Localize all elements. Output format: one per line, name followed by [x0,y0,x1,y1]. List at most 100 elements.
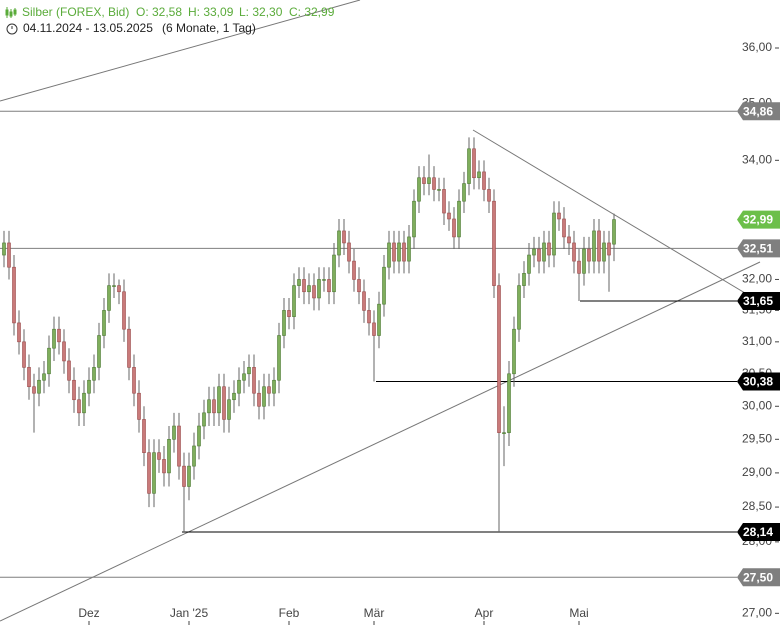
candle-body [237,379,241,394]
x-tick-label: Apr [475,606,494,620]
candle-body [502,432,506,434]
candle-body [27,367,31,388]
candle-body [267,386,271,394]
candle-body [347,242,351,262]
candle-body [242,373,246,381]
candle-body [362,291,366,311]
y-tick-label: 27,00 [742,605,772,619]
candle-body [612,219,616,245]
candle-body [532,248,536,256]
candle-body [137,392,141,420]
x-tick-label: Dez [78,606,99,620]
candle-body [372,322,376,336]
candle-body [382,266,386,305]
instrument-title: Silber (FOREX, Bid) [22,5,129,19]
candle-body [562,218,566,238]
candle-body [517,285,521,330]
candle-body [17,322,21,343]
candle-body [182,465,186,487]
y-tick-label: 36,00 [742,40,772,54]
candle-body [262,386,266,407]
price-tag [737,210,780,229]
price-tag [737,102,780,121]
candle-body [122,291,126,330]
candle-body [142,419,146,453]
candle-body [12,266,16,324]
candle-body [227,399,231,420]
candle-body [67,360,71,381]
candle-body [442,189,446,214]
candle-body [357,279,361,293]
candle-body [542,242,546,262]
candle-body [217,386,221,414]
candle-body [492,200,496,286]
candle-body [7,242,11,268]
candle-body [412,200,416,238]
y-tick-label: 30,00 [742,398,772,412]
candle-body [467,148,471,184]
price-tag-label: 32,99 [743,213,773,227]
candle-body [587,248,591,262]
candle-body [152,452,156,494]
candle-body [162,459,166,474]
candle-body [112,285,116,287]
candle-body [567,236,571,244]
ohlc-open: O: 32,58 [136,5,182,19]
candle-body [302,279,306,293]
date-range: 04.11.2024 - 13.05.2025 [23,21,153,35]
candle-body [307,285,311,293]
candle-body [172,425,176,440]
candle-body [47,347,51,375]
candle-body [352,260,356,280]
candle-body [497,285,501,433]
candle-body [282,310,286,336]
candle-body [432,177,436,190]
trend-line [0,0,361,102]
candle-body [42,373,46,381]
candle-body [437,189,441,191]
candle-body [72,379,76,401]
candle-body [407,236,411,262]
candle-body [512,328,516,375]
candle-body [107,285,111,311]
candle-body [202,412,206,427]
candle-body [212,399,216,414]
candle-body [57,328,61,343]
x-tick-label: Feb [279,606,300,620]
candle-body [582,248,586,274]
candle-body [607,242,611,256]
candle-body [127,328,131,368]
ohlc-high: H: 33,09 [188,5,234,19]
price-tag-label: 31,65 [743,294,773,308]
candle-body [167,439,171,474]
price-tag [737,523,780,542]
candle-body [87,379,91,394]
candle-body [157,452,161,460]
candle-body [387,242,391,268]
candle-body [132,367,136,394]
candle-body [277,335,281,381]
candle-body [272,379,276,394]
candle-body [337,230,341,256]
candle-body [332,254,336,293]
candle-body [377,303,381,336]
candle-icon [5,7,17,18]
candle-body [187,465,191,487]
x-tick-label: Jan '25 [170,606,209,620]
candle-body [557,212,561,220]
candle-body [147,452,151,494]
candle-body [447,212,451,220]
candle-body [422,177,426,184]
candle-body [77,399,81,414]
candle-body [487,189,491,202]
header: Silber (FOREX, Bid) O: 32,58 H: 33,09 L:… [5,5,335,35]
candle-body [102,310,106,336]
price-tag-label: 32,51 [743,242,773,256]
candle-body [472,148,476,179]
candle-body [522,273,526,286]
candle-body [287,310,291,317]
candle-body [397,242,401,262]
candle-body [477,171,481,179]
price-tag [737,239,780,258]
candle-body [257,392,261,407]
